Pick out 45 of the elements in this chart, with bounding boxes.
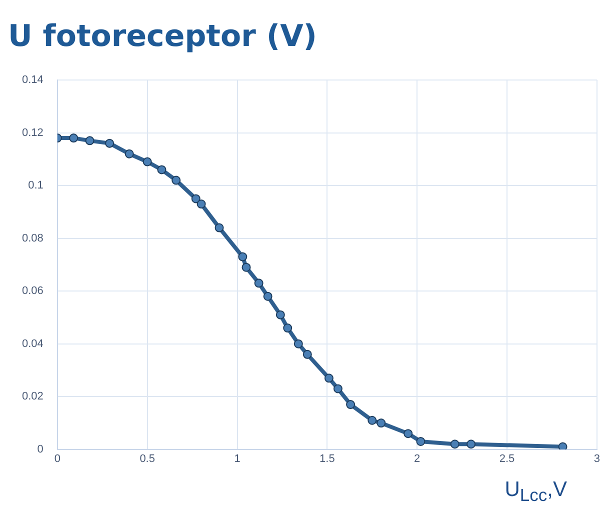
point bbox=[142, 157, 152, 166]
point bbox=[450, 440, 460, 449]
x-tick-label: 2 bbox=[414, 453, 420, 466]
x-tick-label: 1 bbox=[234, 453, 240, 466]
point bbox=[157, 165, 166, 174]
x-tick-label: 3 bbox=[594, 453, 600, 466]
x-tick-label: 0.5 bbox=[140, 453, 155, 466]
point bbox=[558, 442, 568, 450]
point bbox=[191, 194, 200, 204]
point bbox=[172, 176, 181, 185]
point bbox=[105, 138, 114, 148]
point bbox=[254, 278, 264, 288]
y-tick-label: 0.02 bbox=[22, 390, 44, 403]
point bbox=[346, 400, 356, 410]
point bbox=[214, 223, 224, 232]
y-tick-label: 0.1 bbox=[28, 180, 44, 192]
y-tick-label: 0 bbox=[37, 443, 44, 456]
point bbox=[276, 310, 285, 320]
point bbox=[124, 149, 134, 158]
point bbox=[333, 384, 342, 394]
point bbox=[324, 374, 334, 383]
y-tick-label: 0.04 bbox=[22, 338, 44, 350]
x-tick-label: 2.5 bbox=[499, 453, 515, 466]
point bbox=[196, 200, 206, 209]
x-tick-label: 1.5 bbox=[320, 453, 335, 466]
point bbox=[376, 418, 386, 428]
point bbox=[416, 436, 426, 446]
y-tick-label: 0.14 bbox=[22, 74, 44, 86]
point bbox=[283, 324, 292, 333]
point bbox=[238, 252, 248, 262]
y-tick-label: 0.08 bbox=[22, 232, 44, 244]
point bbox=[368, 416, 377, 425]
point bbox=[294, 339, 303, 348]
point bbox=[263, 292, 272, 301]
point bbox=[85, 136, 94, 146]
x-axis-title: U$_{Lcc}$,V bbox=[504, 478, 567, 506]
y-tick-label: 0.12 bbox=[22, 126, 44, 139]
point bbox=[69, 134, 78, 143]
point bbox=[404, 429, 413, 438]
point bbox=[302, 350, 312, 359]
point bbox=[242, 262, 251, 272]
x-tick-label: 0 bbox=[54, 453, 60, 466]
chart-title: U fotoreceptor (V) bbox=[8, 18, 317, 54]
point bbox=[466, 440, 476, 449]
y-tick-label: 0.06 bbox=[22, 285, 44, 298]
